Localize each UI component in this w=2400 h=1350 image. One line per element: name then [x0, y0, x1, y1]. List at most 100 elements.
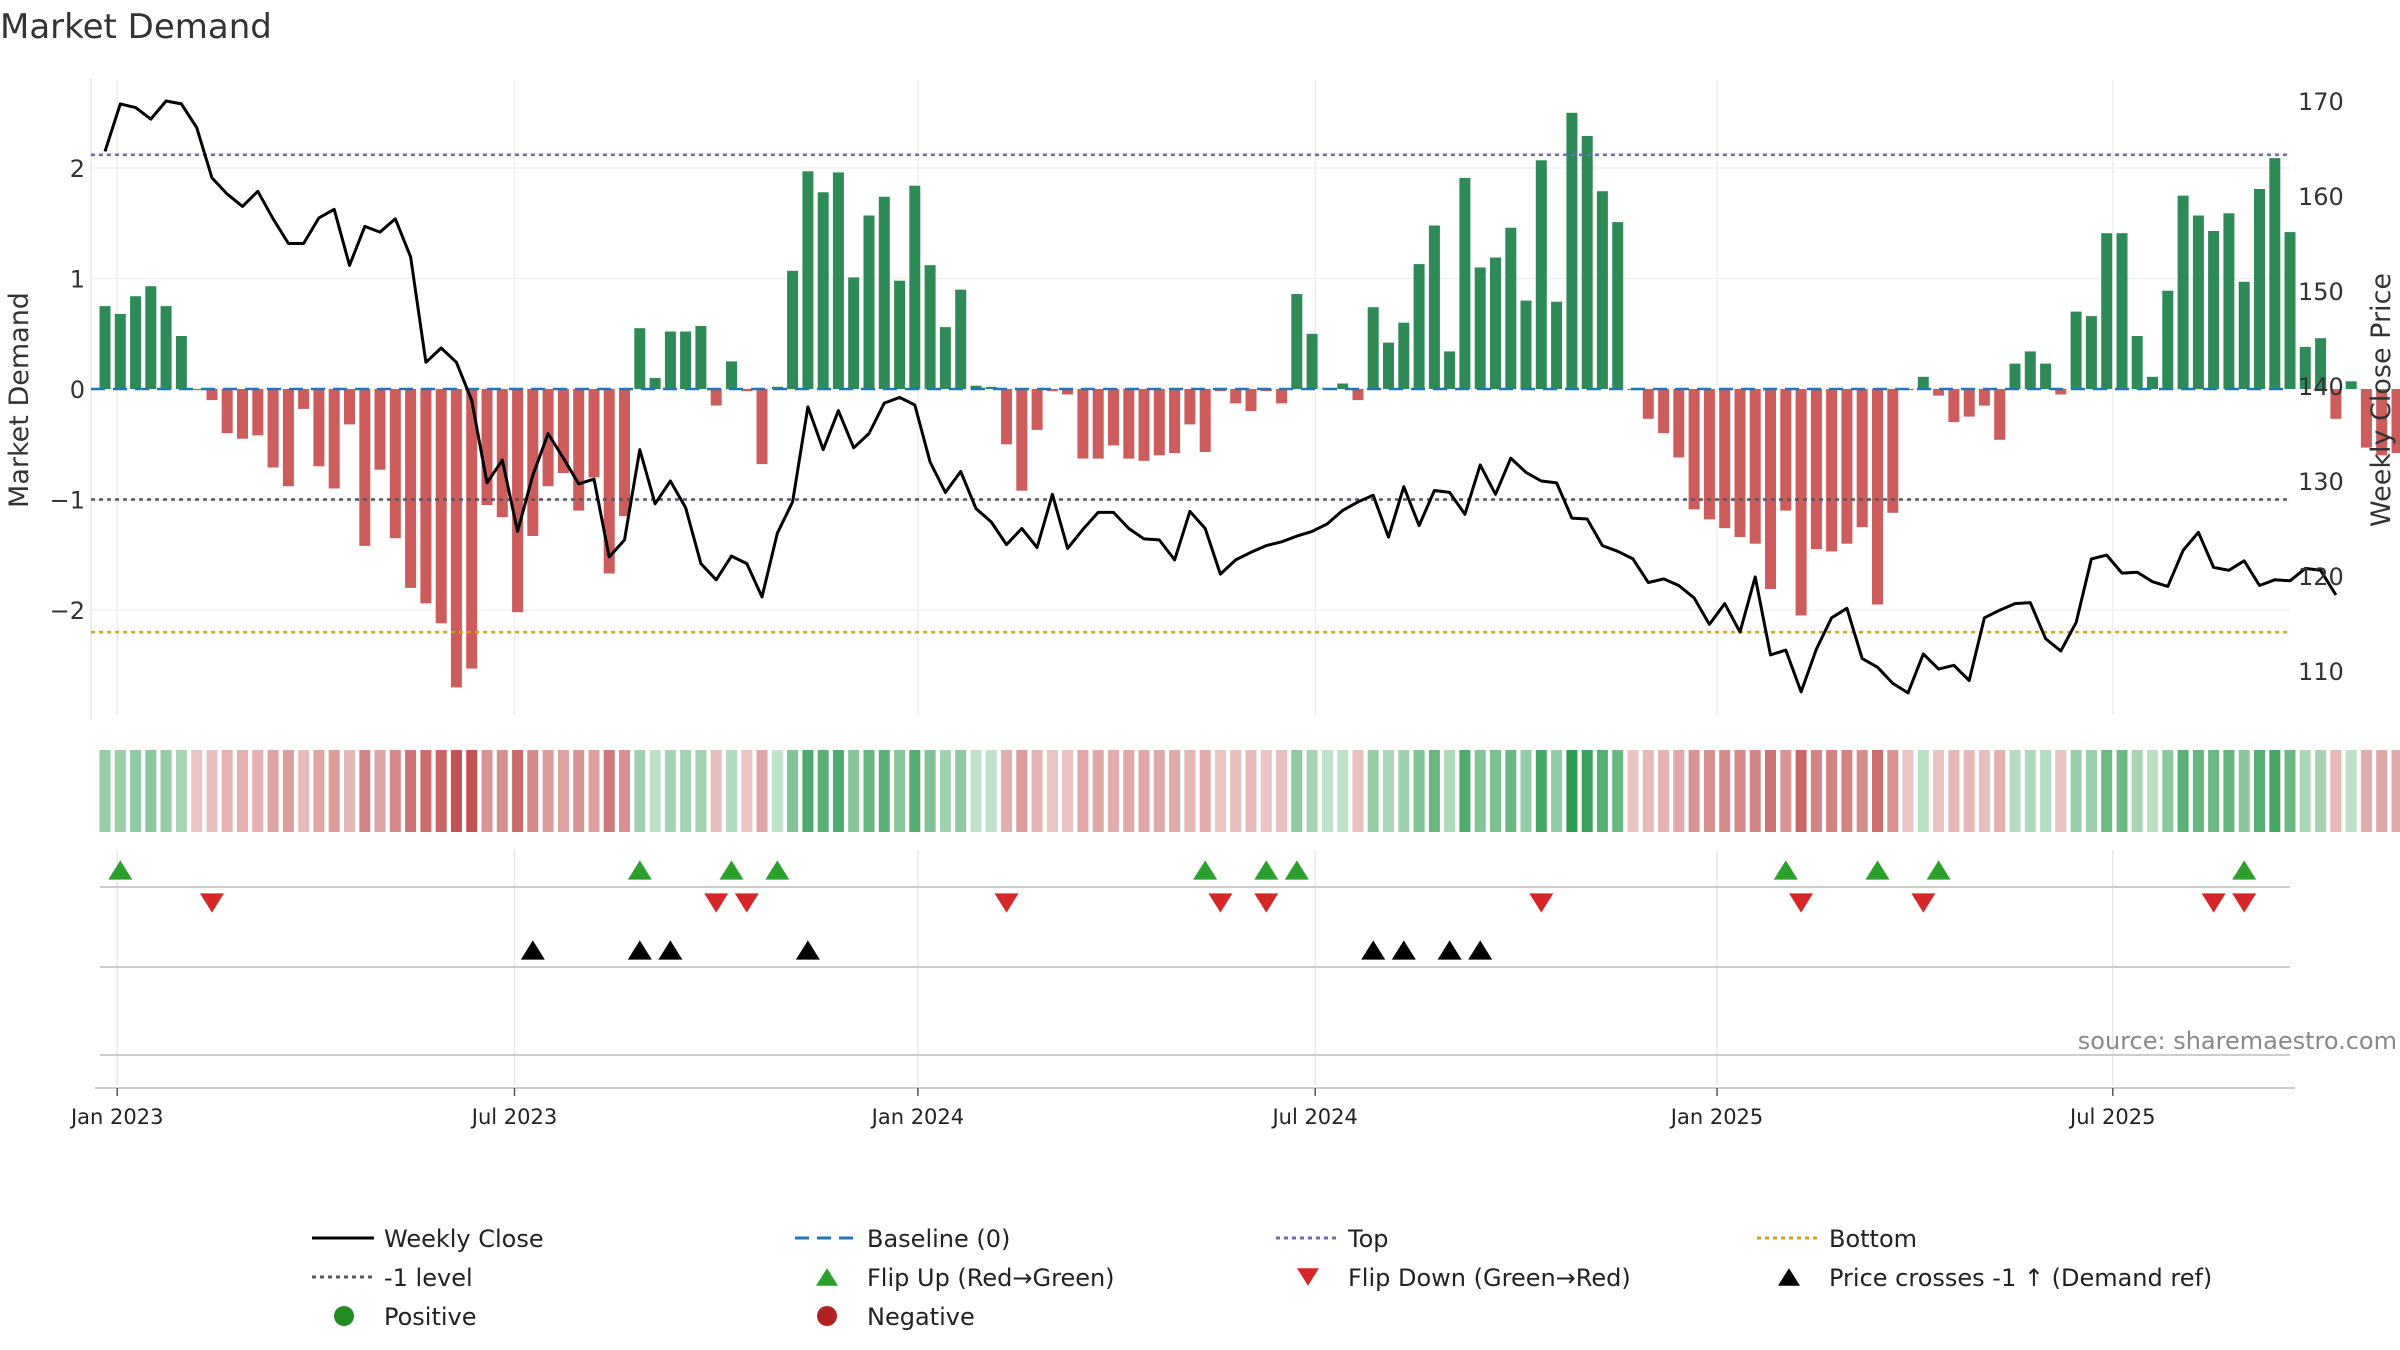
flip-down-marker: [1254, 893, 1279, 913]
demand-bar: [1444, 351, 1456, 389]
heat-cell: [405, 750, 417, 832]
demand-bar: [1581, 136, 1593, 389]
heat-cell: [1596, 750, 1608, 832]
legend-swatch: [334, 1306, 354, 1326]
flip-up-marker: [719, 860, 744, 880]
heat-cell: [680, 750, 692, 832]
heat-cell: [955, 750, 967, 832]
heat-cell: [1077, 750, 1089, 832]
x-tick-label: Jul 2023: [470, 1105, 557, 1129]
heat-cell: [1658, 750, 1670, 832]
heat-cell: [603, 750, 615, 832]
heat-cell: [1581, 750, 1593, 832]
heat-cell: [756, 750, 768, 832]
demand-bar: [1077, 389, 1089, 459]
price-line: [103, 99, 2338, 695]
heat-cell: [2208, 750, 2220, 832]
demand-bar: [114, 313, 126, 389]
demand-bar: [1383, 342, 1394, 389]
demand-bar: [2009, 363, 2021, 389]
heat-cell: [1459, 750, 1471, 832]
heat-cell: [1673, 750, 1685, 832]
demand-bar: [1184, 389, 1196, 425]
legend-label: Flip Up (Red→Green): [867, 1264, 1115, 1292]
legend-label: Weekly Close: [384, 1225, 544, 1253]
heat-cell: [1367, 750, 1379, 832]
heat-cell: [1169, 750, 1181, 832]
right-tick-label: 120: [2298, 563, 2344, 591]
demand-bar: [2192, 215, 2204, 389]
heat-cell: [2345, 750, 2357, 832]
heat-cell: [573, 750, 585, 832]
demand-bar: [1505, 227, 1517, 389]
heat-cell: [649, 750, 661, 832]
heat-cell: [2009, 750, 2021, 832]
demand-bar: [848, 277, 860, 389]
demand-bar: [2070, 311, 2082, 389]
demand-bar: [1306, 333, 1318, 390]
heat-cell: [1780, 750, 1792, 832]
heat-cell: [1627, 750, 1639, 832]
heat-cell: [512, 750, 524, 832]
heat-cell: [848, 750, 860, 832]
heat-cell: [1841, 750, 1853, 832]
heat-cell: [420, 750, 432, 832]
x-tick-label: Jan 2024: [870, 1105, 965, 1129]
heat-cell: [802, 750, 814, 832]
heat-cell: [634, 750, 646, 832]
heat-cell: [2269, 750, 2281, 832]
demand-bar: [267, 389, 279, 468]
heat-cell: [1948, 750, 1960, 832]
heat-cell: [298, 750, 310, 832]
heat-cell: [2162, 750, 2174, 832]
heat-cell: [2055, 750, 2067, 832]
heat-cell: [2360, 750, 2372, 832]
left-tick-label: 1: [70, 266, 85, 294]
demand-bar: [1001, 389, 1012, 445]
demand-bar: [2040, 363, 2052, 389]
right-tick-label: 130: [2298, 468, 2344, 496]
demand-bar: [1031, 389, 1043, 430]
heat-cell: [359, 750, 371, 832]
demand-bar: [894, 280, 906, 389]
demand-bar: [1169, 389, 1181, 454]
heat-cell: [1734, 750, 1746, 832]
demand-bar: [634, 328, 646, 389]
heat-cell: [2177, 750, 2189, 832]
demand-bar: [878, 196, 890, 389]
legend-swatch: [816, 1268, 838, 1286]
demand-bar: [649, 377, 661, 389]
heat-cell: [374, 750, 386, 832]
demand-bar: [252, 389, 264, 436]
heat-cell: [191, 750, 203, 832]
heat-cell: [1245, 750, 1257, 832]
heat-cell: [2192, 750, 2204, 832]
heat-cell: [1138, 750, 1150, 832]
heat-cell: [1123, 750, 1135, 832]
demand-bar: [420, 389, 432, 604]
heat-cell: [2299, 750, 2311, 832]
price-cross-marker: [1361, 940, 1386, 960]
flip-up-marker: [1865, 860, 1890, 880]
legend-label: Negative: [867, 1303, 975, 1331]
heat-cell: [1872, 750, 1883, 832]
heat-cell: [252, 750, 264, 832]
heat-cell: [1887, 750, 1899, 832]
demand-bar: [1245, 389, 1257, 412]
heat-cell: [817, 750, 829, 832]
demand-bar: [619, 389, 630, 517]
demand-bar: [2101, 233, 2113, 389]
demand-bar: [939, 327, 951, 389]
demand-bar: [1428, 225, 1440, 389]
demand-bar: [405, 389, 417, 588]
demand-bar: [1596, 191, 1608, 389]
heat-cell: [2330, 750, 2342, 832]
demand-bar: [1062, 389, 1074, 395]
demand-bar: [374, 389, 386, 470]
heat-cell: [2254, 750, 2265, 832]
demand-bar: [2254, 189, 2265, 389]
heat-cell: [985, 750, 997, 832]
price-cross-marker: [658, 940, 683, 960]
demand-bar: [206, 389, 218, 401]
source-note: source: sharemaestro.com: [2078, 1027, 2397, 1055]
